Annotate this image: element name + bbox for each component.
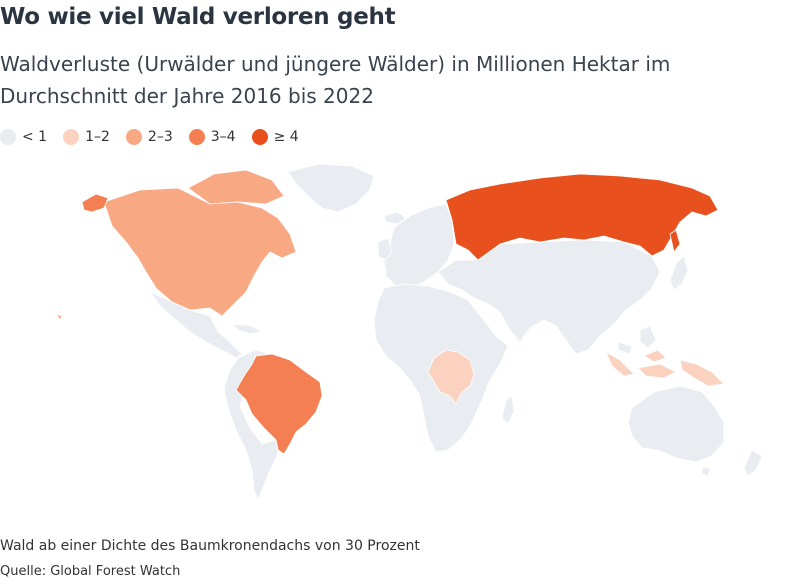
legend-item-2-3: 2–3 [125, 129, 173, 145]
british-isles [377, 237, 393, 261]
se-asia-islands [617, 325, 657, 355]
legend-swatch [251, 129, 268, 145]
caribbean [230, 323, 264, 335]
iceland [383, 211, 407, 225]
legend-swatch [188, 129, 205, 145]
legend-label: 2–3 [147, 129, 173, 145]
legend-label: < 1 [22, 129, 48, 145]
tasmania [701, 467, 711, 477]
canada-arctic [187, 169, 285, 205]
alaska [81, 193, 109, 213]
legend-label: ≥ 4 [273, 129, 299, 145]
greenland [287, 163, 375, 213]
madagascar [501, 395, 515, 425]
footnote: Wald ab einer Dichte des Baumkronendachs… [0, 538, 420, 554]
dr-congo [427, 349, 475, 405]
legend-label: 1–2 [85, 129, 110, 145]
asia-south [437, 239, 661, 355]
source-credit: Quelle: Global Forest Watch [0, 564, 181, 579]
chart-title: Wo wie viel Wald verloren geht [0, 4, 396, 30]
legend-item-1-2: 1–2 [63, 129, 110, 145]
legend-swatch [0, 129, 16, 145]
legend: < 1 1–2 2–3 3–4 ≥ 4 [0, 129, 315, 145]
indonesia [605, 349, 725, 387]
legend-item-lt1: < 1 [0, 129, 47, 145]
chart-subtitle: Waldverluste (Urwälder und jüngere Wälde… [0, 52, 671, 108]
central-america [148, 291, 243, 359]
world-map [55, 163, 763, 502]
legend-swatch [125, 129, 142, 145]
legend-item-ge4: ≥ 4 [251, 129, 299, 145]
north-america-mainland [103, 187, 297, 317]
australia [627, 385, 725, 463]
legend-item-3-4: 3–4 [188, 129, 236, 145]
japan [669, 255, 689, 291]
legend-label: 3–4 [210, 129, 236, 145]
brazil [235, 353, 323, 455]
hawaii [55, 313, 63, 321]
legend-swatch [63, 129, 80, 145]
russia-east-islands [669, 229, 681, 253]
new-zealand [743, 449, 763, 477]
